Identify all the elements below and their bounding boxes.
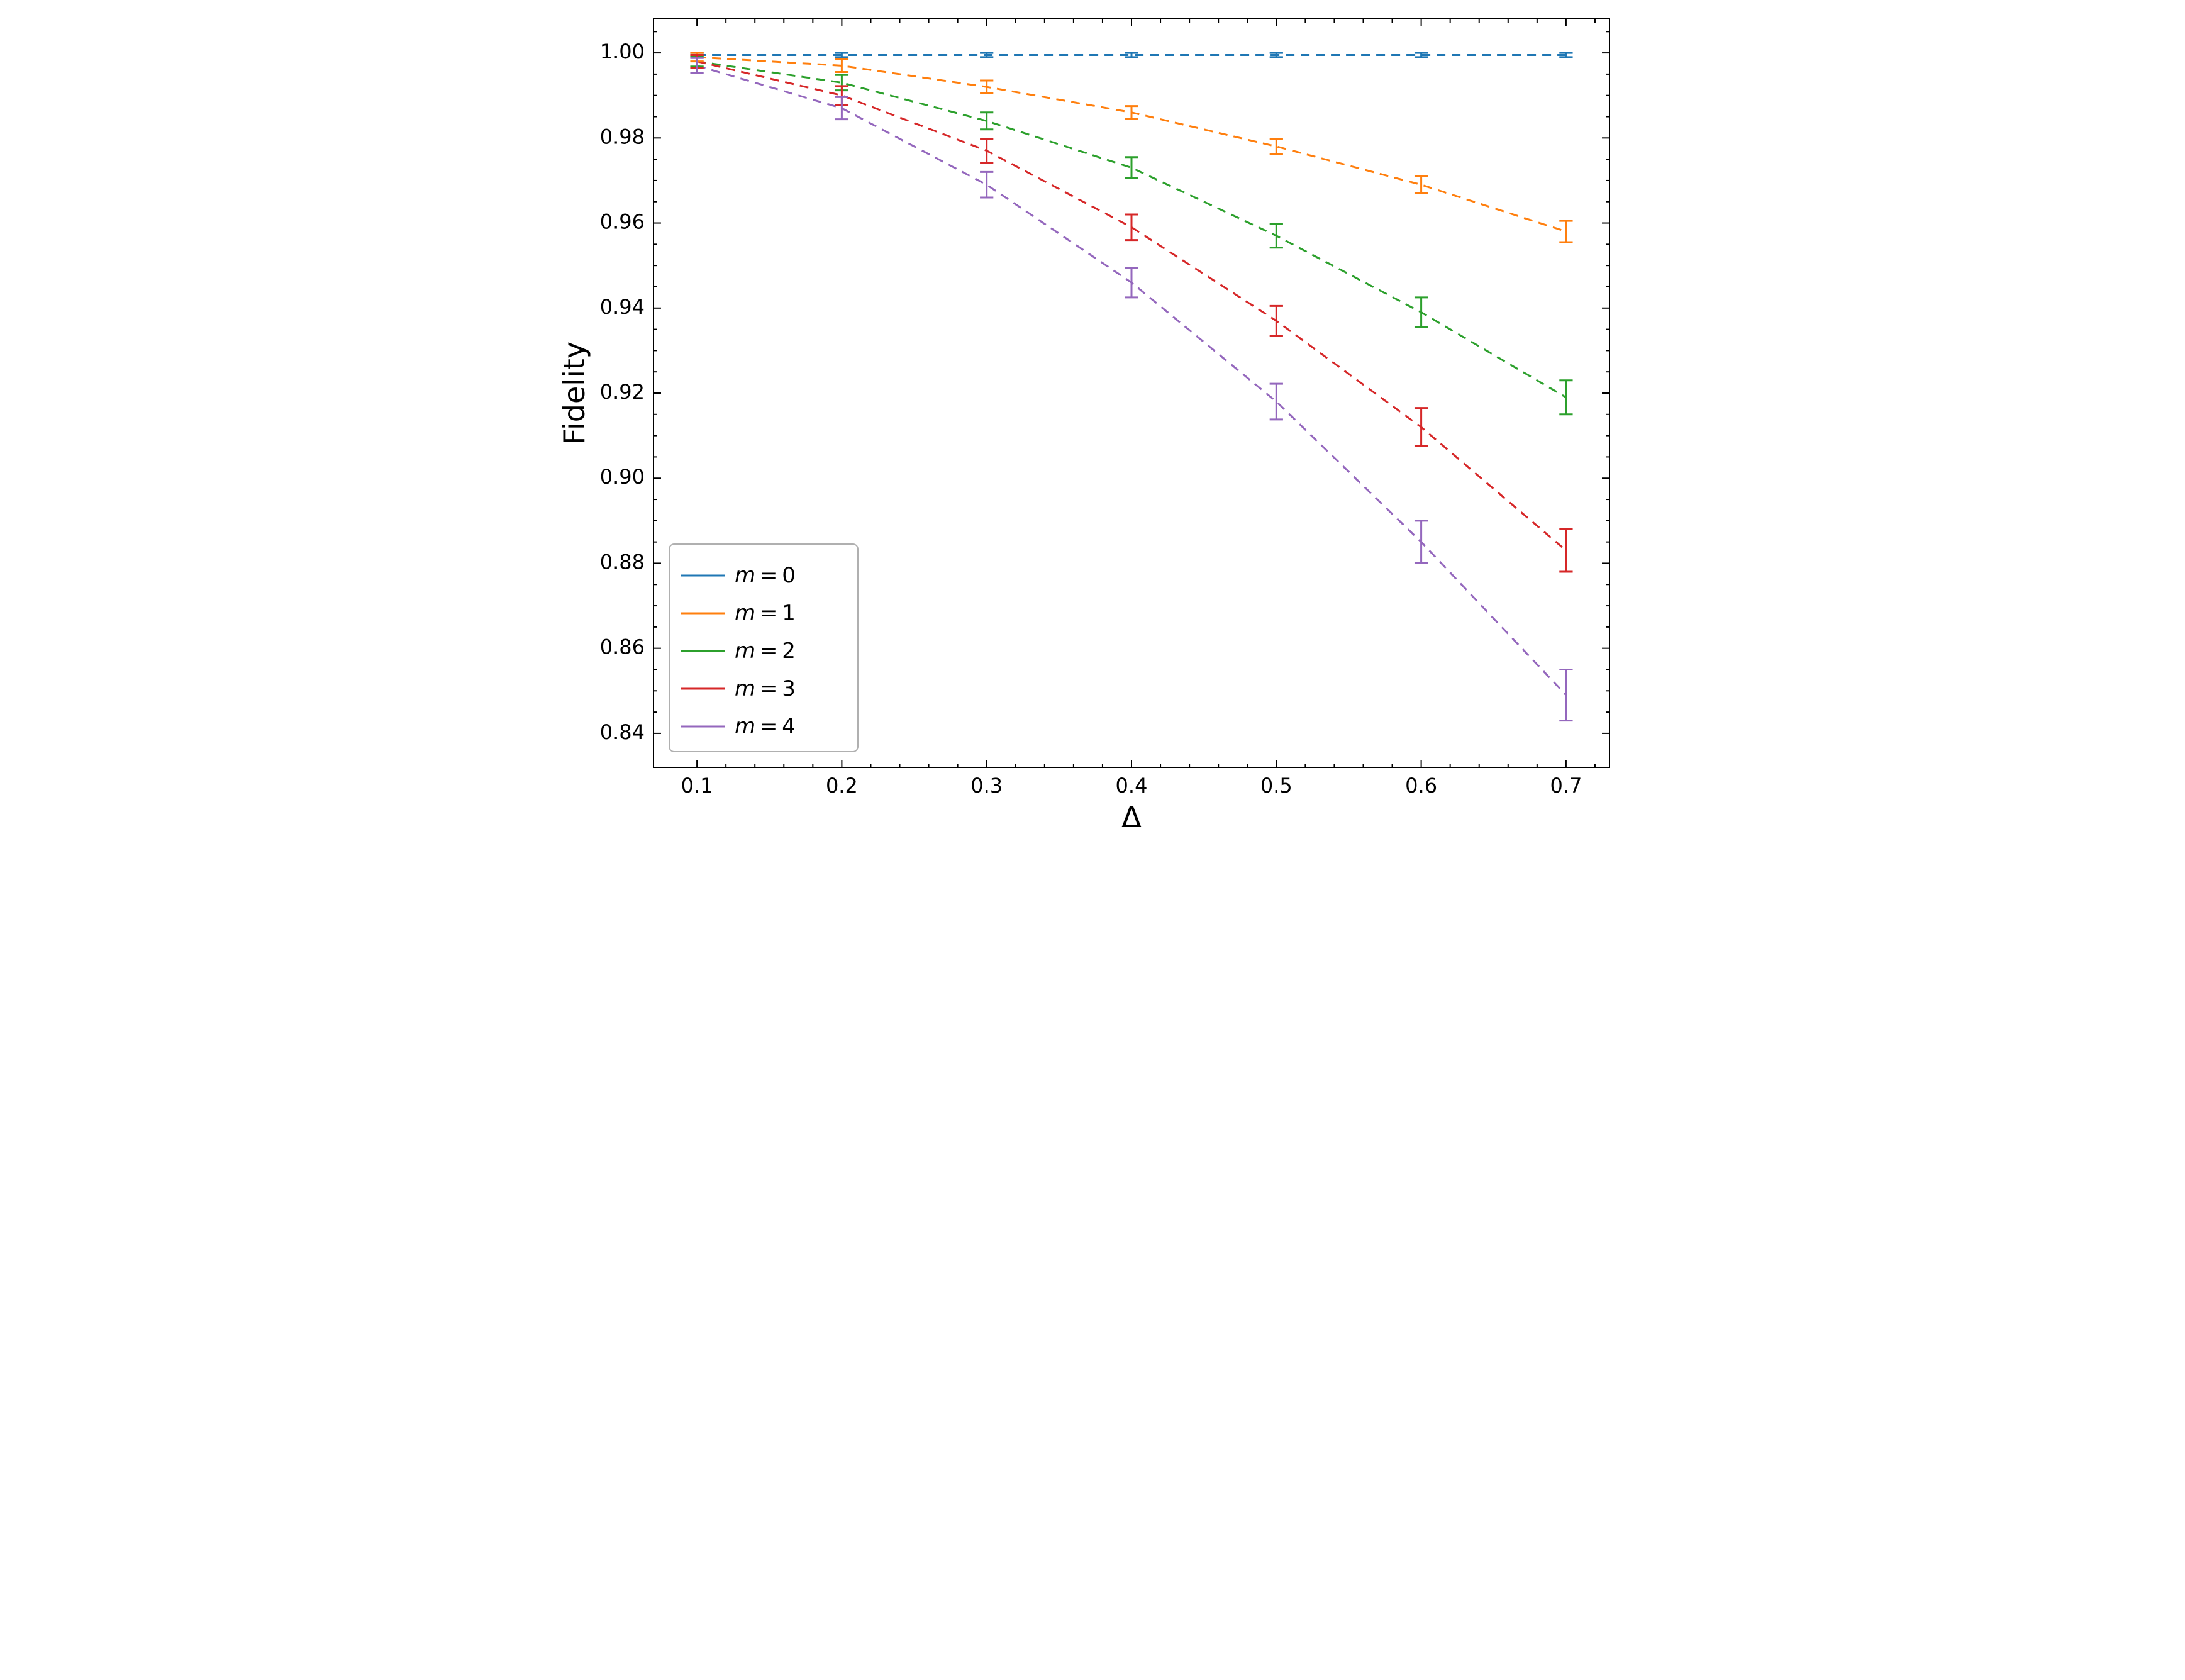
legend-label: m = 3 [735, 676, 796, 701]
y-axis-label: Fidelity [557, 342, 591, 445]
y-tick-label: 0.88 [599, 550, 644, 574]
x-axis-label: Δ [1121, 800, 1142, 834]
y-tick-label: 0.90 [599, 465, 644, 489]
y-tick-label: 0.84 [599, 720, 644, 744]
y-tick-label: 0.86 [599, 635, 644, 659]
y-tick-label: 0.96 [599, 210, 644, 234]
x-tick-label: 0.5 [1260, 774, 1292, 798]
y-tick-label: 0.98 [599, 125, 644, 148]
legend-label: m = 0 [735, 563, 796, 588]
legend-label: m = 4 [735, 714, 796, 739]
y-tick-label: 0.92 [599, 380, 644, 404]
legend-label: m = 1 [735, 601, 796, 626]
chart-svg: 0.1 0.2 0.3 0.4 0.5 0.6 0.7 0.84 0.86 0.88 0.90 0.… [547, 0, 1639, 840]
fidelity-chart: 0.1 0.2 0.3 0.4 0.5 0.6 0.7 0.84 0.86 0.88 0.90 0.… [547, 0, 1639, 840]
legend-label: m = 2 [735, 638, 796, 664]
x-tick-label: 0.3 [970, 774, 1003, 798]
x-tick-label: 0.7 [1550, 774, 1582, 798]
y-tick-label: 0.94 [599, 295, 644, 319]
x-tick-label: 0.1 [681, 774, 713, 798]
y-tick-label: 1.00 [599, 40, 644, 64]
x-tick-label: 0.4 [1115, 774, 1147, 798]
legend: m = 0 m = 1 m = 2 m = 3 m = 4 [669, 544, 858, 752]
x-tick-label: 0.2 [825, 774, 857, 798]
x-tick-label: 0.6 [1405, 774, 1437, 798]
